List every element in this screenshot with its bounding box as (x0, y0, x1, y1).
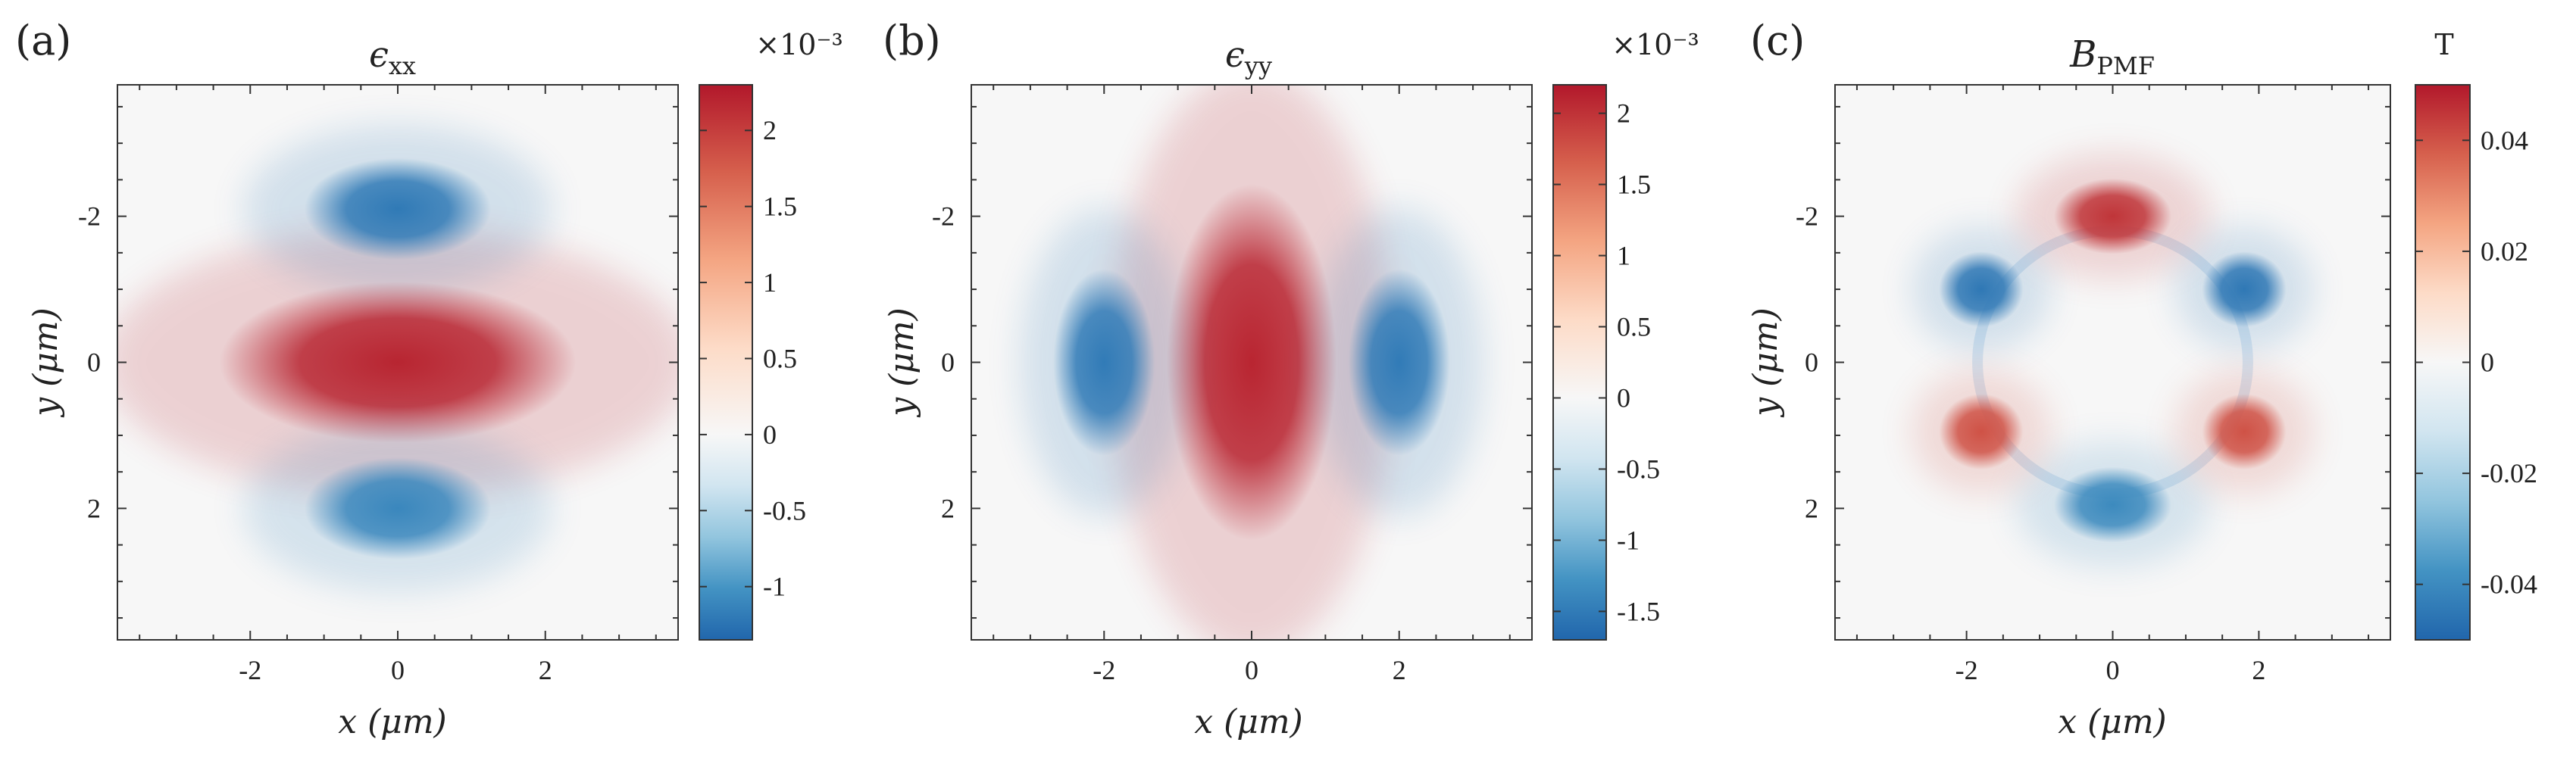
y-tick-label: -2 (78, 201, 101, 232)
colorbar-tick-label: 0.5 (763, 343, 797, 373)
y-tick-label: 2 (1805, 493, 1818, 523)
heatmap-blob (2202, 251, 2287, 327)
axis-ticks: -2 0 2 -2 0 2 (932, 85, 1532, 685)
colorbar-tick-label: 1 (1617, 241, 1630, 271)
heatmap-blob (1939, 251, 2024, 327)
y-tick-label: -2 (932, 201, 955, 232)
colorbar-tick-label: -1 (763, 572, 786, 602)
y-tick-label: 2 (87, 493, 101, 523)
axis-ticks: -2 0 2 -2 0 2 (1796, 85, 2390, 685)
colorbar-label: ×10⁻³ (1612, 28, 1699, 61)
heatmap-blob (1053, 269, 1155, 456)
axis-ticks: -2 0 2 -2 0 2 (78, 85, 678, 685)
colorbar: 0.04 0.02 0 -0.02 -0.04 (2415, 84, 2537, 641)
x-tick-label: 0 (2106, 655, 2120, 685)
panel-label: (c) (1750, 17, 1805, 64)
colorbar: 2 1.5 1 0.5 0 -0.5 -1 (699, 84, 806, 641)
x-tick-label: -2 (1093, 655, 1115, 685)
x-tick-label: 2 (539, 655, 552, 685)
panel-title: ϵxx (369, 34, 416, 80)
colorbar: 2 1.5 1 0.5 0 -0.5 -1 -1.5 (1552, 84, 1660, 641)
colorbar-tick-label: -0.5 (1617, 454, 1660, 484)
y-tick-label: 0 (941, 348, 955, 378)
colorbar-tick-label: 0 (1617, 382, 1630, 413)
colorbar-tick-label: 1.5 (1617, 170, 1651, 200)
colorbar-tick-label: -0.04 (2481, 569, 2537, 600)
colorbar-label: T (2434, 28, 2453, 61)
heatmap (971, 85, 1532, 640)
colorbar-tick-label: -0.5 (763, 495, 806, 526)
colorbar-tick-label: 2 (1617, 98, 1630, 129)
colorbar-tick-label: 0.04 (2481, 125, 2528, 155)
x-tick-label: -2 (1955, 655, 1978, 685)
colorbar-gradient (2415, 84, 2471, 641)
heatmap (1835, 85, 2390, 640)
y-axis-label: y (μm) (883, 307, 921, 418)
colorbar-tick-label: 0 (2481, 348, 2494, 378)
colorbar-tick-label: -1 (1617, 525, 1640, 555)
heatmap-blob (1167, 184, 1336, 541)
heatmap (117, 85, 678, 640)
heatmap-blob (2053, 178, 2172, 254)
x-axis-label: x (μm) (2058, 703, 2166, 741)
x-tick-label: 0 (391, 655, 405, 685)
colorbar-tick-label: 0 (763, 419, 777, 450)
panel-title: ϵyy (1225, 34, 1272, 80)
heatmap-blob (2202, 394, 2287, 470)
colorbar-tick-label: -0.02 (2481, 458, 2537, 488)
panel-a: (a) ϵxx -2 0 2 -2 0 2 x (μm) y (μm) 2 1.5 1 0.5 0… (15, 17, 843, 741)
heatmap-blob (1348, 269, 1450, 456)
panel-b: (b) ϵyy -2 0 2 -2 0 2 x (μm) y (μm) 2 1.5 1 0.5 0… (883, 17, 1699, 741)
colorbar-label: ×10⁻³ (755, 28, 843, 61)
x-tick-label: 0 (1245, 655, 1258, 685)
y-axis-label: y (μm) (1746, 307, 1785, 418)
panel-title: BPMF (2069, 33, 2155, 80)
x-tick-label: 2 (1393, 655, 1406, 685)
heatmap-blob (304, 457, 492, 560)
heatmap-blob (219, 282, 577, 443)
heatmap-blob (2053, 466, 2172, 543)
colorbar-tick-label: 0.02 (2481, 236, 2528, 267)
y-axis-label: y (μm) (27, 307, 65, 418)
x-tick-label: 2 (2252, 655, 2265, 685)
colorbar-tick-label: 1 (763, 267, 777, 298)
heatmap-blob (304, 158, 492, 260)
x-axis-label: x (μm) (1194, 703, 1302, 741)
x-axis-label: x (μm) (338, 703, 446, 741)
panel-label: (a) (15, 17, 71, 64)
y-tick-label: -2 (1796, 201, 1818, 232)
heatmap-blob (1939, 394, 2024, 470)
colorbar-tick-label: 2 (763, 115, 777, 145)
colorbar-gradient (699, 84, 753, 641)
x-tick-label: -2 (239, 655, 261, 685)
panel-label: (b) (883, 17, 941, 64)
colorbar-gradient (1552, 84, 1607, 641)
panel-c: (c) BPMF -2 0 2 -2 0 2 x (μm) y (μm) 0.04 0.02… (1746, 17, 2537, 741)
colorbar-tick-label: 1.5 (763, 192, 797, 222)
y-tick-label: 0 (1805, 348, 1818, 378)
colorbar-tick-label: 0.5 (1617, 312, 1651, 342)
colorbar-tick-label: -1.5 (1617, 596, 1660, 626)
y-tick-label: 2 (941, 493, 955, 523)
y-tick-label: 0 (87, 348, 101, 378)
